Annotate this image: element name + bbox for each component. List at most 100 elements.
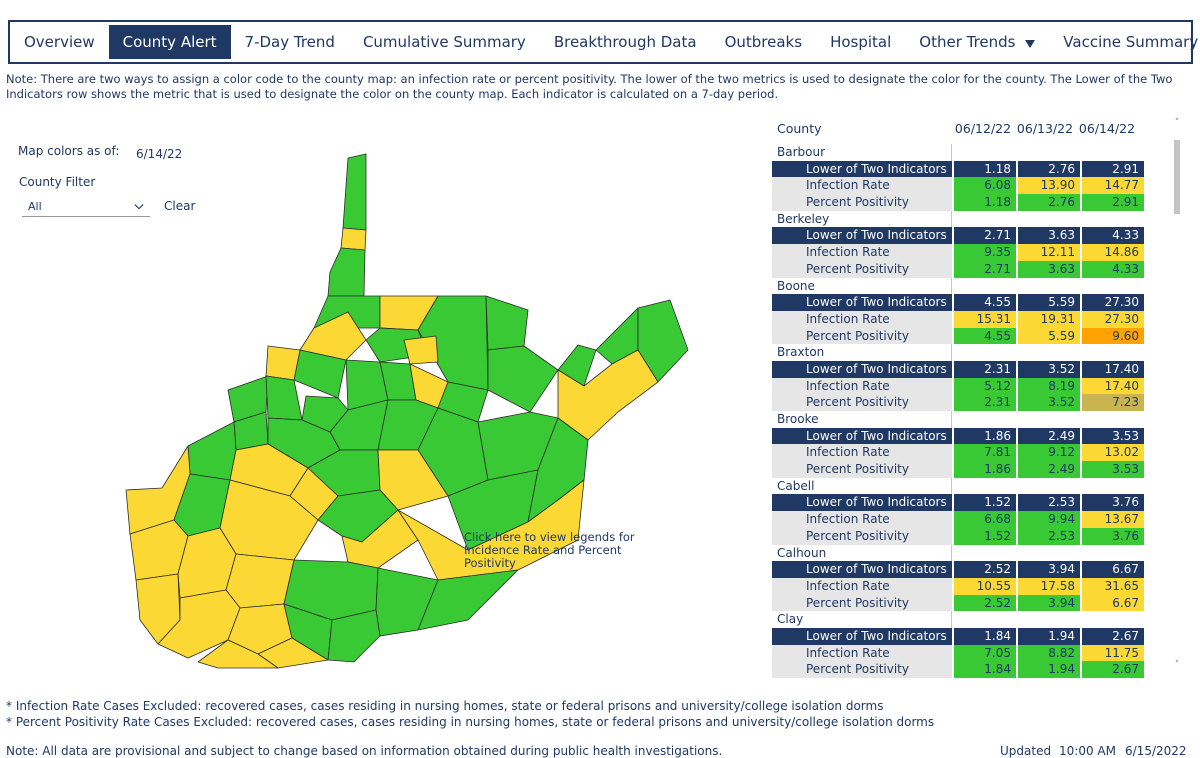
indicator-value: 31.65 (1082, 577, 1144, 595)
county-name: Clay (772, 611, 952, 628)
map-colors-label: Map colors as of: (18, 144, 120, 158)
tab-county-alert[interactable]: County Alert (108, 25, 231, 59)
county-ritchie[interactable] (265, 375, 303, 421)
indicator-label: Infection Rate (772, 377, 952, 395)
county-hampshire[interactable] (487, 345, 559, 413)
indicator-value: 4.33 (1082, 227, 1144, 245)
county-hancock[interactable] (342, 153, 367, 231)
county-filter-dropdown[interactable]: All (22, 197, 150, 217)
indicator-value: 6.67 (1082, 594, 1144, 612)
indicator-value: 13.67 (1082, 511, 1144, 528)
county-name: Braxton (772, 344, 952, 361)
county-mercer[interactable] (327, 609, 381, 663)
table-body: Barbour Lower of Two Indicators 1.18 2.76 2.… (772, 144, 1147, 678)
county-wetzel[interactable] (299, 311, 367, 361)
indicator-value: 3.63 (1018, 260, 1080, 278)
indicator-row: Infection Rate 7.81 9.12 13.02 (772, 444, 1147, 462)
footnote-positivity: * Percent Positivity Rate Cases Excluded… (6, 715, 935, 729)
tab-7-day-trend[interactable]: 7-Day Trend (244, 33, 335, 51)
indicator-value: 7.23 (1082, 394, 1144, 411)
tab-cumulative-summary[interactable]: Cumulative Summary (362, 33, 526, 51)
indicator-value: 2.31 (954, 394, 1016, 411)
header-date-1: 06/12/22 (954, 120, 1012, 136)
tab-hospital[interactable]: Hospital (830, 33, 892, 51)
indicator-value: 1.86 (954, 427, 1016, 445)
indicator-label: Lower of Two Indicators (772, 294, 952, 311)
indicator-label: Lower of Two Indicators (772, 494, 952, 512)
county-jefferson[interactable] (637, 299, 689, 383)
header-county: County (777, 120, 822, 136)
indicator-value: 2.49 (1018, 461, 1080, 478)
indicator-label: Infection Rate (772, 577, 952, 595)
indicator-row: Percent Positivity 1.52 2.53 3.76 (772, 527, 1147, 545)
legend-link[interactable]: Click here to view legends for Incidence… (464, 530, 635, 570)
updated-time: 10:00 AM (1059, 744, 1116, 758)
indicator-value: 3.94 (1018, 561, 1080, 578)
tab-vaccine-summary[interactable]: Vaccine Summary (1063, 33, 1199, 51)
lower-indicator-row: Lower of Two Indicators 4.55 5.59 27.30 (772, 294, 1147, 311)
indicator-row: Infection Rate 6.08 13.90 14.77 (772, 177, 1147, 195)
indicator-value: 2.53 (1018, 527, 1080, 545)
indicator-value: 27.30 (1082, 310, 1144, 328)
indicator-value: 11.75 (1082, 644, 1144, 662)
county-mingo[interactable] (157, 589, 241, 659)
county-monroe[interactable] (417, 569, 519, 631)
county-map[interactable] (118, 150, 693, 670)
indicator-value: 2.71 (954, 227, 1016, 245)
county-greenbrier[interactable] (397, 479, 585, 581)
indicator-value: 4.33 (1082, 260, 1144, 278)
top-nav: Overview County Alert 7-Day Trend Cumula… (8, 20, 1198, 64)
indicator-label: Percent Positivity (772, 327, 952, 345)
indicator-value: 7.05 (954, 644, 1016, 662)
county-row: Brooke (772, 411, 1147, 428)
indicator-value: 2.52 (954, 594, 1016, 612)
indicator-value: 5.59 (1018, 327, 1080, 345)
indicator-value: 2.67 (1082, 661, 1144, 678)
table-scrollbar[interactable]: ˄ ˅ (1172, 118, 1182, 670)
indicator-value: 2.52 (954, 561, 1016, 578)
indicator-label: Lower of Two Indicators (772, 627, 952, 645)
county-jackson[interactable] (187, 421, 237, 481)
scroll-up-icon[interactable]: ˄ (1174, 118, 1180, 128)
county-boone[interactable] (225, 553, 295, 609)
indicator-value: 13.02 (1082, 444, 1144, 462)
lower-indicator-row: Lower of Two Indicators 1.86 2.49 3.53 (772, 427, 1147, 445)
county-pleasants[interactable] (265, 345, 301, 381)
tab-outbreaks[interactable]: Outbreaks (724, 33, 803, 51)
lower-indicator-row: Lower of Two Indicators 1.84 1.94 2.67 (772, 627, 1147, 645)
indicator-row: Percent Positivity 1.18 2.76 2.91 (772, 194, 1147, 211)
clear-filter-button[interactable]: Clear (164, 199, 196, 213)
scroll-down-icon[interactable]: ˅ (1174, 660, 1180, 670)
tab-breakthrough-data[interactable]: Breakthrough Data (553, 33, 697, 51)
indicator-label: Percent Positivity (772, 594, 952, 612)
county-taylor[interactable] (403, 335, 439, 365)
caret-down-icon (1025, 40, 1036, 48)
county-name: Cabell (772, 477, 952, 495)
indicator-label: Infection Rate (772, 511, 952, 528)
county-name: Berkeley (772, 210, 952, 228)
indicator-value: 14.86 (1082, 244, 1144, 261)
indicator-value: 1.86 (954, 461, 1016, 478)
county-webster[interactable] (377, 449, 449, 511)
county-ohio[interactable] (327, 247, 366, 297)
county-name: Brooke (772, 411, 952, 428)
indicator-value: 1.18 (954, 160, 1016, 178)
indicator-value: 1.52 (954, 527, 1016, 545)
county-mineral[interactable] (485, 295, 529, 351)
county-row: Braxton (772, 344, 1147, 361)
scroll-thumb[interactable] (1174, 140, 1180, 214)
indicator-label: Lower of Two Indicators (772, 561, 952, 578)
county-name: Calhoun (772, 544, 952, 562)
indicator-label: Infection Rate (772, 644, 952, 662)
indicator-value: 2.76 (1018, 160, 1080, 178)
county-brooke[interactable] (340, 227, 367, 251)
county-mcdowell[interactable] (197, 639, 279, 669)
tab-overview[interactable]: Overview (24, 33, 95, 51)
updated-label: Updated (1000, 744, 1052, 758)
indicator-value: 2.53 (1018, 494, 1080, 512)
indicator-value: 17.40 (1082, 360, 1144, 378)
indicator-value: 3.52 (1018, 360, 1080, 378)
indicator-value: 2.49 (1018, 427, 1080, 445)
table-header: County 06/12/22 06/13/22 06/14/22 (772, 112, 1147, 144)
tab-other-trends[interactable]: Other Trends (905, 25, 1049, 59)
